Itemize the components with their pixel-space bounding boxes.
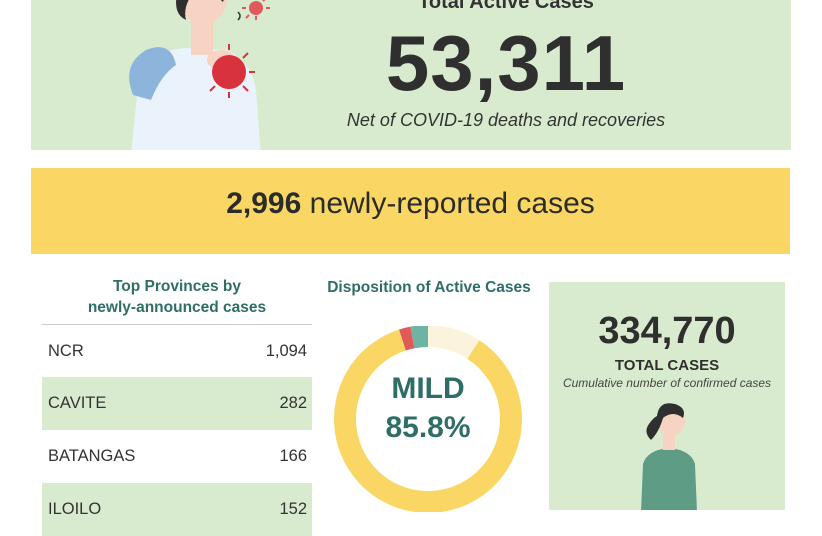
table-row: BATANGAS 166 <box>42 430 312 483</box>
table-row: ILOILO 152 <box>42 483 312 536</box>
active-cases-note: Net of COVID-19 deaths and recoveries <box>346 110 666 130</box>
province-value: 166 <box>279 447 307 465</box>
top-provinces-title: Top Provinces by newly-announced cases <box>42 276 312 318</box>
table-row: CAVITE 282 <box>42 377 312 430</box>
province-name: NCR <box>48 341 84 360</box>
standing-woman-illustration <box>641 403 697 510</box>
total-cases-value: 334,770 <box>598 310 736 352</box>
disposition-donut-chart <box>334 326 522 512</box>
donut-center-label: MILD 85.8% <box>333 370 523 448</box>
total-cases-panel: 334,770 TOTAL CASES Cumulative number of… <box>549 282 785 510</box>
new-cases-banner: 2,996 newly-reported cases <box>31 168 790 254</box>
province-name: CAVITE <box>48 394 107 412</box>
active-cases-panel: Total Active Cases 53,311 Net of COVID-1… <box>31 0 791 150</box>
total-cases-note: Cumulative number of confirmed cases <box>562 376 772 390</box>
donut-category: MILD <box>391 372 465 405</box>
coughing-woman-illustration <box>129 0 261 150</box>
new-cases-label: newly-reported cases <box>309 187 595 220</box>
total-cases-label: TOTAL CASES <box>614 357 720 374</box>
province-name: ILOILO <box>48 500 102 518</box>
donut-percent: 85.8% <box>385 411 471 444</box>
province-value: 1,094 <box>265 341 307 360</box>
active-cases-value: 53,311 <box>385 19 627 107</box>
active-cases-title: Total Active Cases <box>418 0 594 13</box>
province-value: 152 <box>279 500 307 518</box>
new-cases-value: 2,996 <box>226 187 302 220</box>
donut-slice-mild <box>334 329 522 512</box>
province-name: BATANGAS <box>48 447 136 465</box>
province-value: 282 <box>279 394 307 412</box>
top-provinces-title-line1: Top Provinces by <box>112 278 242 295</box>
donut-slice <box>427 326 480 359</box>
disposition-title: Disposition of Active Cases <box>327 279 531 296</box>
top-provinces-table: NCR 1,094 CAVITE 282 BATANGAS 166 ILOILO… <box>42 324 312 536</box>
donut-slice <box>410 326 429 349</box>
donut-slice <box>398 326 415 351</box>
virus-icon <box>237 0 270 21</box>
top-provinces-title-line2: newly-announced cases <box>87 299 267 316</box>
table-row: NCR 1,094 <box>42 324 312 377</box>
